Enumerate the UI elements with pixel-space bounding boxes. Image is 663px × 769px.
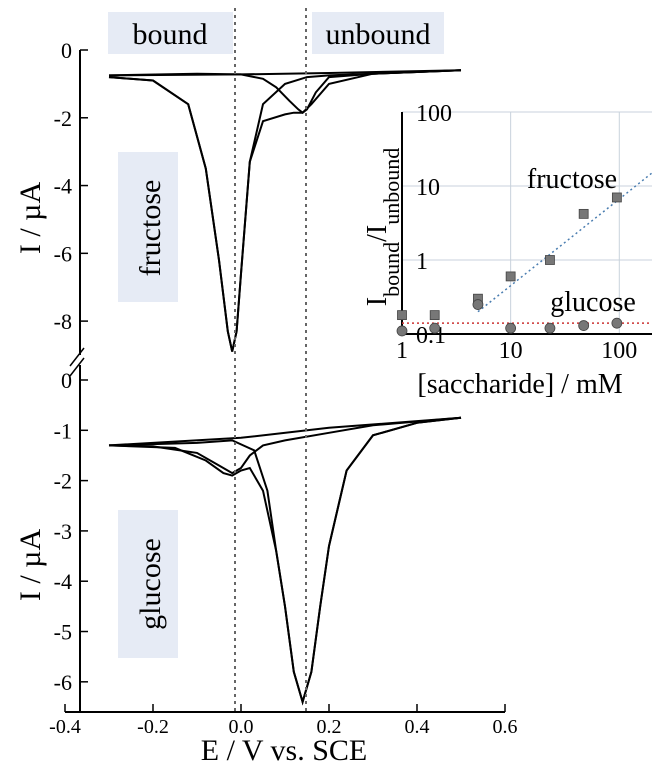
top-panel-y-ticks: 0 -2 -4 -6 -8	[54, 38, 88, 334]
x-tick-label: 0.2	[317, 716, 342, 738]
glucose-voltammogram-panel: 0 -1 -2 -3 -4 -5 -6 -0.4 -0.2 0.0 0.2 0.4 0.6 I / µ…	[14, 365, 518, 767]
fructose-data-point	[611, 192, 622, 203]
top-y-tick-label: -8	[54, 309, 72, 334]
top-panel-traces	[108, 69, 462, 352]
glucose-label-box	[118, 510, 178, 658]
bound-label-box	[108, 12, 233, 54]
inset-y-tick-label: 100	[416, 101, 452, 127]
inset-y-axis-label: Ibound/Iunbound	[362, 148, 404, 306]
bottom-panel-y-axis-label: I / µA	[14, 529, 47, 602]
fructose-cv-trace-2	[108, 69, 462, 114]
x-tick-label: -0.2	[137, 716, 169, 738]
fructose-fit-line	[477, 172, 653, 313]
inset-x-axis-label: [saccharide] / mM	[417, 369, 622, 400]
bottom-y-tick-label: -4	[54, 569, 72, 594]
bottom-y-tick-label: -5	[54, 620, 72, 645]
fructose-data-point	[429, 310, 440, 321]
top-panel-y-axis-label: I / µA	[14, 182, 47, 255]
bottom-panel-traces	[108, 416, 462, 706]
inset-y-tick-label: 1	[416, 249, 428, 275]
bottom-y-tick-label: -3	[54, 519, 72, 544]
inset-data-points	[396, 192, 623, 337]
inset-background	[402, 112, 652, 334]
fructose-data-point	[578, 208, 589, 219]
x-tick-label: 0.4	[405, 716, 430, 738]
axis-break-marks	[69, 347, 85, 377]
bottom-y-tick-label: -6	[54, 670, 72, 695]
inset-glucose-label: glucose	[550, 287, 636, 318]
inset-x-tick-label: 100	[601, 338, 637, 364]
fructose-sample-label: fructose	[134, 180, 167, 277]
glucose-data-point	[544, 322, 556, 334]
bound-label: bound	[133, 18, 208, 51]
top-y-tick-label: -4	[54, 174, 72, 199]
glucose-data-point	[472, 299, 484, 310]
inset-fit-lines	[402, 172, 653, 324]
glucose-sample-label: glucose	[134, 538, 167, 630]
unbound-label-box	[312, 12, 444, 54]
x-tick-label: -0.4	[49, 716, 81, 738]
fructose-voltammogram-panel: 0 -2 -4 -6 -8 I / µA	[14, 38, 462, 355]
glucose-cv-trace-1	[108, 416, 462, 475]
bottom-y-tick-label: -2	[54, 469, 72, 494]
glucose-data-point	[396, 325, 408, 337]
glucose-data-point	[611, 317, 623, 329]
glucose-data-point	[578, 320, 590, 331]
x-tick-label: 0.6	[493, 716, 518, 738]
glucose-cv-trace-2	[108, 416, 462, 706]
inset-y-tick-label: 10	[416, 175, 440, 201]
bottom-panel-y-ticks: 0 -1 -2 -3 -4 -5 -6	[54, 368, 88, 695]
glucose-data-point	[505, 322, 517, 334]
inset-x-tick-label: 1	[396, 338, 408, 364]
fructose-data-point	[505, 271, 516, 282]
bottom-y-tick-label: -1	[54, 418, 72, 443]
top-y-tick-label: -6	[54, 241, 72, 266]
bottom-panel-x-ticks: -0.4 -0.2 0.0 0.2 0.4 0.6	[49, 704, 518, 738]
fructose-data-point	[545, 255, 555, 265]
glucose-cv-trace-3	[108, 416, 462, 447]
top-y-tick-label: -2	[54, 106, 72, 131]
x-tick-label: 0.0	[229, 716, 254, 738]
fructose-cv-trace-1	[108, 69, 462, 352]
bottom-y-tick-label: 0	[61, 368, 72, 393]
x-axis-label: E / V vs. SCE	[201, 734, 367, 767]
unbound-label: unbound	[326, 18, 431, 51]
inset-x-tick-label: 10	[499, 338, 523, 364]
glucose-data-point	[429, 322, 441, 334]
top-y-tick-label: 0	[61, 38, 72, 63]
fructose-label-box	[118, 152, 178, 302]
inset-fructose-label: fructose	[527, 164, 617, 195]
fructose-data-point	[397, 310, 407, 321]
fructose-cv-trace-3	[108, 69, 462, 77]
